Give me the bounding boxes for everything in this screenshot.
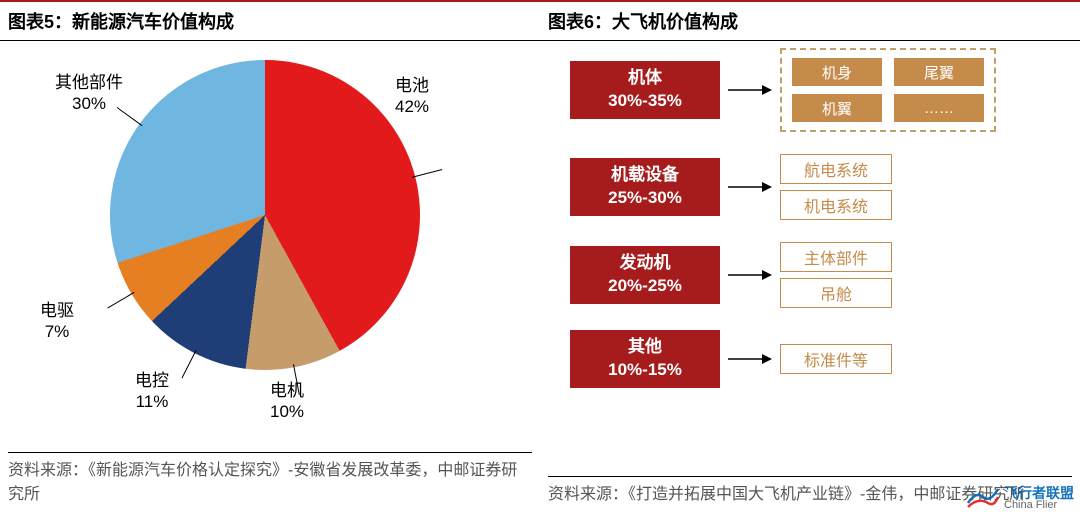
sub-box: 机身 xyxy=(792,58,882,86)
main-box: 其他10%-15% xyxy=(570,330,720,388)
left-title: 图表5：新能源汽车价值构成 xyxy=(0,0,540,41)
flow-row: 机载设备25%-30% 航电系统机电系统 xyxy=(570,154,1060,220)
pie-label-name: 电控 xyxy=(135,371,169,390)
sub-box: …… xyxy=(894,94,984,122)
main-box-range: 30%-35% xyxy=(608,90,682,113)
arrow-icon xyxy=(728,351,772,367)
arrow xyxy=(728,82,772,98)
sub-box: 吊舱 xyxy=(780,278,892,308)
sub-box: 主体部件 xyxy=(780,242,892,272)
sub-col: 主体部件吊舱 xyxy=(780,242,892,308)
pie-label-name: 其他部件 xyxy=(55,73,123,92)
main-box: 发动机20%-25% xyxy=(570,246,720,304)
pie-graphic xyxy=(110,60,420,370)
arrow xyxy=(728,267,772,283)
pie-label: 电机 10% xyxy=(270,380,304,423)
main-box-name: 机体 xyxy=(628,67,662,90)
sub-grid: 机身尾翼机翼 …… xyxy=(780,48,996,132)
arrow-icon xyxy=(728,179,772,195)
sub-box: 标准件等 xyxy=(780,344,892,374)
arrow-icon xyxy=(728,267,772,283)
pie-label: 电控 11% xyxy=(135,370,169,413)
main-box-name: 其他 xyxy=(628,336,662,359)
pie-label-pct: 7% xyxy=(45,322,70,341)
pie-label-name: 电池 xyxy=(395,76,429,95)
flow-row: 机体30%-35% 机身尾翼机翼 …… xyxy=(570,48,1060,132)
main-box-name: 发动机 xyxy=(620,252,671,275)
pie-label-pct: 42% xyxy=(395,97,429,116)
sub-box: 机翼 xyxy=(792,94,882,122)
arrow xyxy=(728,351,772,367)
main-box-range: 10%-15% xyxy=(608,359,682,382)
pie-label-pct: 10% xyxy=(270,402,304,421)
pie-label-pct: 11% xyxy=(136,392,169,411)
main-box: 机体30%-35% xyxy=(570,61,720,119)
left-source: 资料来源：《新能源汽车价格认定探究》-安徽省发展改革委，中邮证券研究所 xyxy=(8,452,532,507)
main-box: 机载设备25%-30% xyxy=(570,158,720,216)
main-box-range: 20%-25% xyxy=(608,275,682,298)
main-box-range: 25%-30% xyxy=(608,187,682,210)
flow-row: 发动机20%-25% 主体部件吊舱 xyxy=(570,242,1060,308)
pie-label-pct: 30% xyxy=(72,94,106,113)
pie-label-name: 电驱 xyxy=(40,301,74,320)
sub-box: 尾翼 xyxy=(894,58,984,86)
sub-box: 机电系统 xyxy=(780,190,892,220)
sub-col: 标准件等 xyxy=(780,344,892,374)
pie-label: 其他部件 30% xyxy=(55,72,123,115)
pie-label: 电驱 7% xyxy=(40,300,74,343)
main-box-name: 机载设备 xyxy=(611,164,679,187)
pie-chart xyxy=(110,60,420,370)
figure-container: 图表5：新能源汽车价值构成 电池 42% 电机 10% 电控 11% 电驱 7% 其他部件 30%… xyxy=(0,0,1080,515)
sub-col: 航电系统机电系统 xyxy=(780,154,892,220)
right-source: 资料来源：《打造并拓展中国大飞机产业链》-金伟，中邮证券研究所 xyxy=(548,476,1072,507)
arrow xyxy=(728,179,772,195)
right-title: 图表6：大飞机价值构成 xyxy=(540,0,1080,41)
left-panel: 图表5：新能源汽车价值构成 电池 42% 电机 10% 电控 11% 电驱 7% 其他部件 30%… xyxy=(0,0,540,515)
arrow-icon xyxy=(728,82,772,98)
pie-label: 电池 42% xyxy=(395,75,429,118)
sub-box: 航电系统 xyxy=(780,154,892,184)
right-panel: 图表6：大飞机价值构成 机体30%-35% 机身尾翼机翼 …… 机载设备25%-30… xyxy=(540,0,1080,515)
flow-row: 其他10%-15% 标准件等 xyxy=(570,330,1060,388)
pie-label-name: 电机 xyxy=(270,381,304,400)
flow-diagram: 机体30%-35% 机身尾翼机翼 …… 机载设备25%-30% 航电系统机电系统发动… xyxy=(570,48,1060,410)
